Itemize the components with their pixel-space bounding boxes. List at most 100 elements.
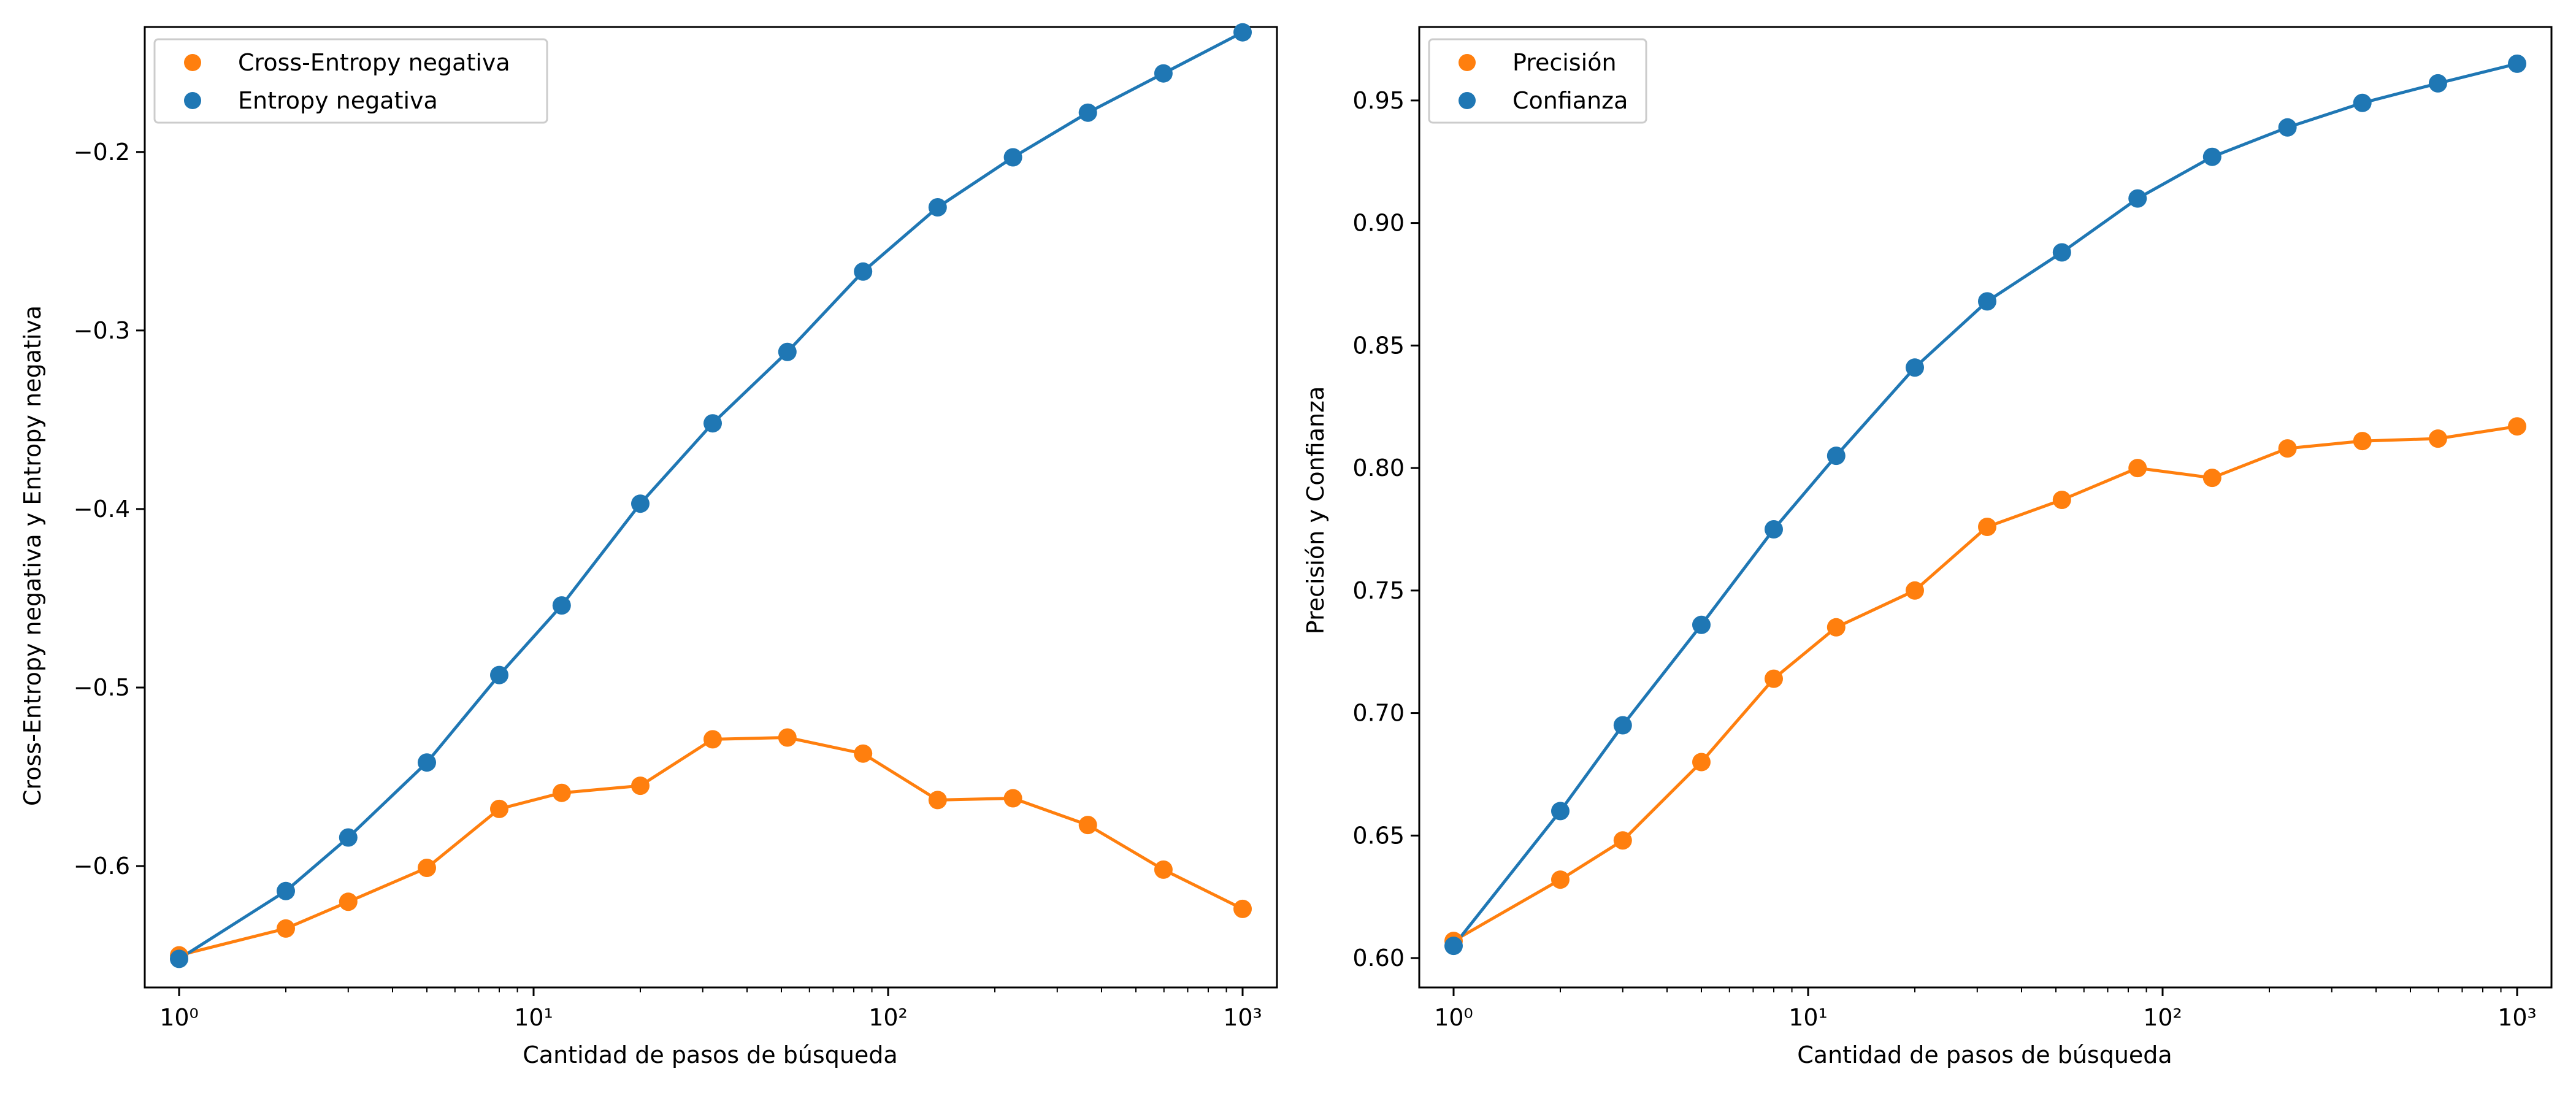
right-y-axis-label: Precisión y Confianza xyxy=(1302,386,1329,635)
right-data-point-confianza xyxy=(2128,189,2147,208)
left-y-tick-label: −0.4 xyxy=(74,496,130,523)
right-y-tick-label: 0.70 xyxy=(1352,700,1405,727)
right-data-point-confianza xyxy=(2202,147,2221,166)
right-x-axis-label: Cantidad de pasos de búsqueda xyxy=(1797,1041,2172,1068)
right-legend-marker-precision xyxy=(1459,54,1476,71)
right-data-point-precision xyxy=(1613,831,1632,850)
left-y-tick-label: −0.3 xyxy=(74,317,130,344)
left-x-tick-label: 10³ xyxy=(1223,1004,1262,1031)
left-data-point-cross-entropy-negativa xyxy=(1078,816,1097,835)
right-data-point-precision xyxy=(2428,429,2447,448)
left-y-axis-label: Cross-Entropy negativa y Entropy negativ… xyxy=(19,305,46,806)
right-data-point-confianza xyxy=(1692,615,1711,634)
left-data-point-entropy-negativa xyxy=(631,494,650,513)
right-data-point-confianza xyxy=(2278,118,2297,137)
left-x-axis-label: Cantidad de pasos de búsqueda xyxy=(523,1041,897,1068)
left-legend: Cross-Entropy negativa Entropy negativa xyxy=(153,38,548,124)
right-x-tick-label: 10³ xyxy=(2497,1004,2537,1031)
left-data-point-entropy-negativa xyxy=(703,414,722,433)
left-data-point-cross-entropy-negativa xyxy=(1003,789,1022,808)
left-data-point-entropy-negativa xyxy=(170,949,188,968)
right-data-point-confianza xyxy=(1906,358,1924,377)
left-plot-frame xyxy=(144,26,1278,989)
right-y-tick-label: 0.75 xyxy=(1352,577,1405,604)
right-data-point-precision xyxy=(2508,417,2526,436)
right-y-tick-label: 0.95 xyxy=(1352,87,1405,114)
left-x-tick-label: 10¹ xyxy=(514,1004,553,1031)
left-data-point-cross-entropy-negativa xyxy=(418,859,436,877)
left-data-point-entropy-negativa xyxy=(490,665,508,684)
left-legend-label-cross-entropy: Cross-Entropy negativa xyxy=(238,49,510,76)
right-data-point-precision xyxy=(1827,618,1846,637)
right-data-point-precision xyxy=(1765,669,1783,688)
left-legend-marker-entropy xyxy=(184,92,201,109)
left-data-point-cross-entropy-negativa xyxy=(703,730,722,749)
right-data-point-confianza xyxy=(1444,937,1463,956)
left-data-point-cross-entropy-negativa xyxy=(1233,899,1252,918)
left-data-point-entropy-negativa xyxy=(552,596,571,615)
left-data-point-cross-entropy-negativa xyxy=(552,783,571,802)
right-x-tick-label: 10⁰ xyxy=(1434,1004,1473,1031)
left-y-tick-label: −0.2 xyxy=(74,139,130,166)
left-data-point-cross-entropy-negativa xyxy=(490,799,508,818)
left-x-tick-label: 10⁰ xyxy=(159,1004,199,1031)
left-data-point-entropy-negativa xyxy=(778,342,797,361)
right-data-point-confianza xyxy=(2353,93,2372,112)
left-data-point-cross-entropy-negativa xyxy=(339,892,358,911)
left-y-tick-label: −0.5 xyxy=(74,674,130,701)
right-legend-label-precision: Precisión xyxy=(1512,49,1617,76)
left-data-point-entropy-negativa xyxy=(928,198,947,217)
right-data-point-precision xyxy=(2353,432,2372,451)
right-data-point-confianza xyxy=(2508,54,2526,73)
right-data-point-precision xyxy=(2052,491,2071,509)
left-data-point-entropy-negativa xyxy=(854,262,873,281)
left-legend-marker-cross-entropy xyxy=(184,54,201,71)
left-data-point-cross-entropy-negativa xyxy=(854,744,873,763)
right-x-tick-label: 10¹ xyxy=(1788,1004,1828,1031)
right-y-tick-label: 0.60 xyxy=(1352,945,1405,972)
right-data-point-precision xyxy=(2202,469,2221,488)
right-data-point-confianza xyxy=(2052,243,2071,262)
right-x-tick-label: 10² xyxy=(2143,1004,2182,1031)
right-y-tick-label: 0.80 xyxy=(1352,454,1405,481)
left-y-tick-label: −0.6 xyxy=(74,853,130,880)
left-x-tick-label: 10² xyxy=(868,1004,908,1031)
right-data-point-confianza xyxy=(1613,716,1632,735)
left-data-point-cross-entropy-negativa xyxy=(277,919,295,938)
right-data-point-precision xyxy=(1551,870,1570,889)
left-data-point-cross-entropy-negativa xyxy=(631,776,650,795)
right-data-point-precision xyxy=(1692,753,1711,772)
left-data-point-entropy-negativa xyxy=(1078,103,1097,122)
right-legend-marker-confidence xyxy=(1459,92,1476,109)
left-legend-box xyxy=(153,38,548,124)
right-plot-frame xyxy=(1418,26,2553,989)
right-y-tick-label: 0.65 xyxy=(1352,822,1405,849)
left-data-point-entropy-negativa xyxy=(277,881,295,900)
right-data-point-confianza xyxy=(2428,74,2447,93)
left-data-point-entropy-negativa xyxy=(418,753,436,772)
left-data-point-entropy-negativa xyxy=(1154,64,1173,83)
right-data-point-precision xyxy=(2278,439,2297,458)
left-chart-panel: Cross-Entropy negativa y Entropy negativ… xyxy=(19,23,1278,1068)
right-legend-label-confidence: Confianza xyxy=(1512,87,1628,114)
left-data-point-cross-entropy-negativa xyxy=(1154,860,1173,879)
right-data-point-precision xyxy=(1906,581,1924,600)
left-legend-label-entropy: Entropy negativa xyxy=(238,87,438,114)
left-data-point-cross-entropy-negativa xyxy=(778,728,797,747)
left-data-point-cross-entropy-negativa xyxy=(928,791,947,810)
left-data-point-entropy-negativa xyxy=(339,828,358,847)
right-data-point-precision xyxy=(2128,459,2147,478)
right-legend: Precisión Confianza xyxy=(1428,38,1647,124)
right-y-tick-label: 0.85 xyxy=(1352,332,1405,359)
left-data-point-entropy-negativa xyxy=(1003,148,1022,167)
left-data-point-entropy-negativa xyxy=(1233,23,1252,42)
right-data-point-precision xyxy=(1978,518,1996,536)
right-data-point-confianza xyxy=(1827,447,1846,466)
right-data-point-confianza xyxy=(1551,802,1570,821)
right-data-point-confianza xyxy=(1978,292,1996,311)
right-legend-box xyxy=(1428,38,1647,124)
right-y-tick-label: 0.90 xyxy=(1352,210,1405,237)
right-data-point-confianza xyxy=(1765,520,1783,539)
